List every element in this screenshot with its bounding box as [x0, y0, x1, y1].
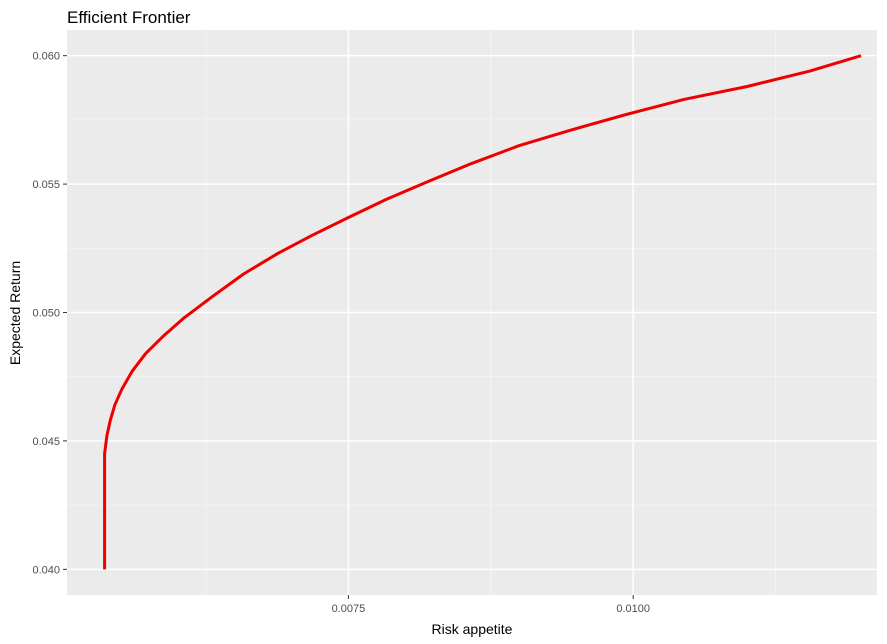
chart-title: Efficient Frontier	[67, 8, 191, 27]
y-tick-label-1: 0.045	[32, 436, 60, 448]
x-tick-label-0: 0.0075	[332, 603, 366, 615]
series-line-0	[103, 54, 862, 570]
y-tick-label-2: 0.050	[32, 308, 60, 320]
y-tick-label-4: 0.060	[32, 51, 60, 63]
y-axis: 0.040 0.045 0.050 0.055 0.060	[32, 51, 67, 576]
y-tick-label-0: 0.040	[32, 564, 60, 576]
y-axis-title: Expected Return	[7, 261, 23, 365]
x-tick-label-1: 0.0100	[616, 603, 650, 615]
x-axis: 0.0075 0.0100	[332, 595, 650, 615]
grid-major	[67, 30, 877, 595]
x-axis-title: Risk appetite	[432, 621, 513, 637]
series-layer	[103, 54, 862, 570]
y-tick-label-3: 0.055	[32, 179, 60, 191]
